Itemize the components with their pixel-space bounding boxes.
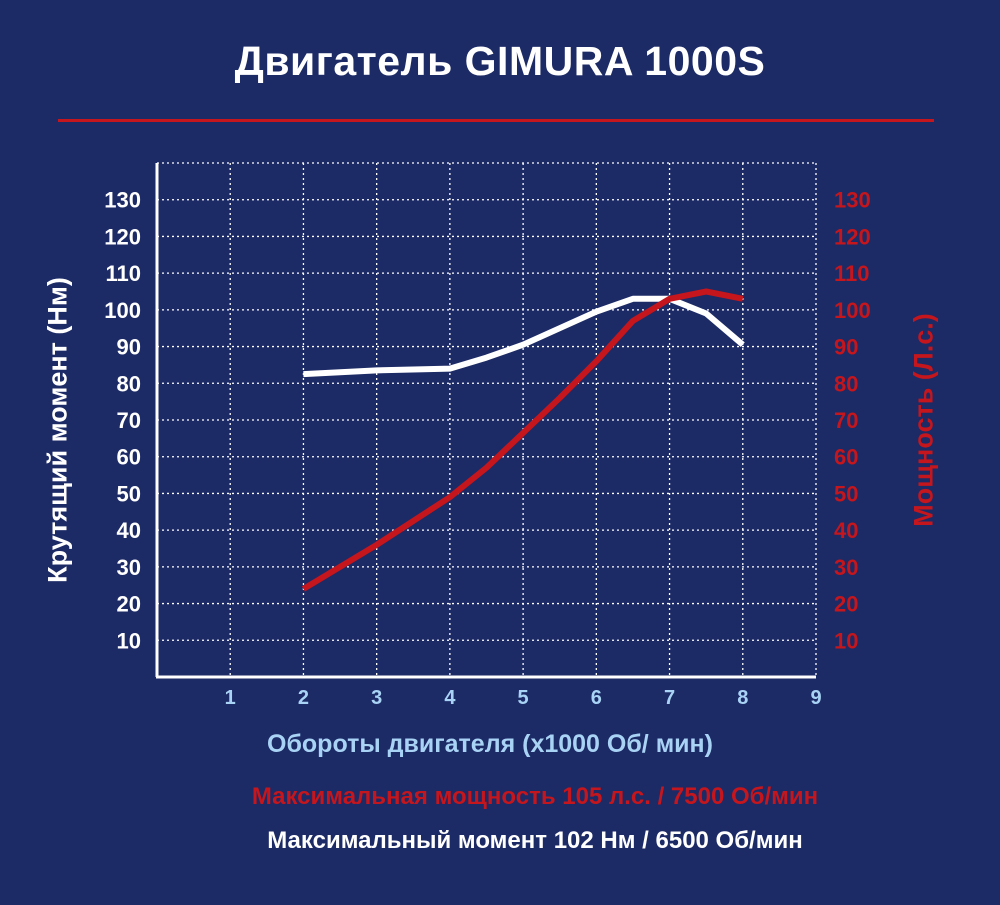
x-tick-label: 4 (444, 687, 456, 709)
y-tick-label-right: 90 (834, 335, 858, 360)
x-tick-label: 7 (664, 687, 675, 709)
x-tick-label: 3 (371, 687, 382, 709)
y-tick-label-left: 120 (104, 224, 141, 249)
y-axis-left-title: Крутящий момент (Нм) (42, 277, 73, 583)
y-tick-label-right: 10 (834, 628, 858, 653)
y-tick-label-right: 80 (834, 371, 858, 396)
x-tick-label: 2 (298, 687, 309, 709)
axes (155, 163, 816, 679)
x-tick-label: 1 (225, 687, 236, 709)
x-tick-label: 9 (810, 687, 821, 709)
y-axis-right-title: Мощность (Л.с.) (908, 313, 939, 527)
torque-line (303, 295, 745, 378)
power-line (301, 288, 744, 592)
grid (157, 162, 817, 677)
y-tick-label-left: 30 (117, 555, 141, 580)
x-tick-label: 5 (518, 687, 529, 709)
series-lines (301, 288, 745, 592)
x-tick-label: 6 (591, 687, 602, 709)
y-tick-label-left: 50 (117, 481, 141, 506)
y-tick-label-left: 90 (117, 335, 141, 360)
y-tick-label-right: 40 (834, 518, 858, 543)
max-power-note: Максимальная мощность 105 л.с. / 7500 Об… (251, 783, 819, 810)
y-tick-label-right: 50 (834, 481, 858, 506)
y-tick-label-left: 70 (117, 408, 141, 433)
y-tick-label-right: 130 (834, 188, 871, 213)
title-divider (58, 119, 934, 122)
y-tick-label-right: 120 (834, 224, 871, 249)
y-tick-label-right: 30 (834, 555, 858, 580)
y-tick-label-left: 10 (117, 628, 141, 653)
x-axis-title: Обороты двигателя (x1000 Об/ мин) (267, 730, 713, 758)
y-tick-label-left: 100 (104, 298, 141, 323)
y-tick-label-left: 60 (117, 445, 141, 470)
chart-title: Двигатель GIMURA 1000S (234, 38, 766, 84)
tick-labels: 10 10 20 20 30 30 40 40 50 50 60 60 70 70 80 80 90 90 100 1… (104, 188, 870, 709)
x-tick-label: 8 (737, 687, 748, 709)
y-tick-label-right: 70 (834, 408, 858, 433)
y-tick-label-left: 110 (106, 261, 142, 286)
y-tick-label-right: 60 (834, 445, 858, 470)
y-tick-label-right: 100 (834, 298, 871, 323)
y-tick-label-left: 130 (104, 188, 141, 213)
max-torque-note: Максимальный момент 102 Нм / 6500 Об/мин (267, 827, 803, 854)
y-tick-label-right: 20 (834, 592, 858, 617)
y-tick-label-right: 110 (834, 261, 870, 286)
y-tick-label-left: 40 (117, 518, 141, 543)
y-tick-label-left: 80 (117, 371, 141, 396)
y-tick-label-left: 20 (117, 592, 141, 617)
